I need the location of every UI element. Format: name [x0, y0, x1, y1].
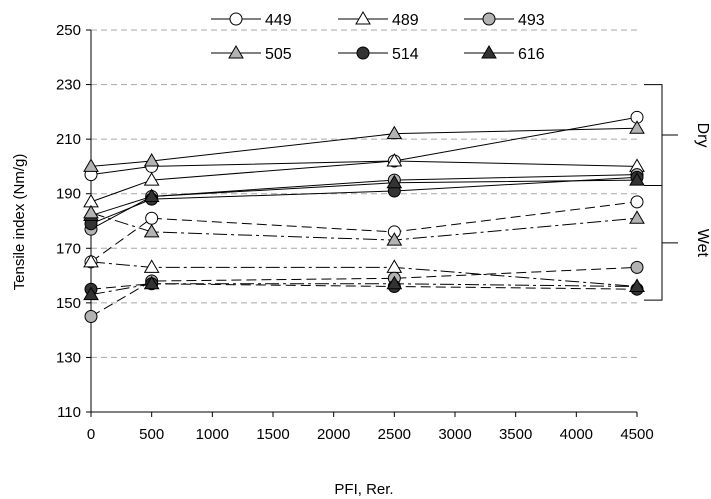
y-tick-label: 190 [56, 186, 81, 203]
gridlines [91, 29, 637, 358]
data-point-wet-616 [386, 275, 403, 290]
legend-label-514: 514 [392, 46, 419, 63]
data-point-dry-505 [143, 152, 160, 167]
x-tick-label: 1500 [256, 426, 289, 443]
data-point-dry-489 [143, 172, 160, 186]
data-point-dry-616 [629, 172, 645, 186]
series-line-wet-514 [90, 283, 638, 290]
legend-marker-616 [481, 45, 497, 59]
y-tick-label: 250 [56, 22, 81, 39]
series-line-dry-493 [90, 174, 638, 230]
data-point-wet-616 [143, 275, 160, 290]
data-point-wet-489 [386, 259, 403, 273]
data-point-dry-505 [386, 125, 403, 140]
legend-label-493: 493 [518, 12, 545, 29]
series-line-wet-489 [90, 261, 638, 287]
data-point-dry-616 [386, 174, 403, 189]
legend-marker-493 [482, 12, 496, 26]
data-point-wet-505 [83, 204, 99, 219]
y-tick-label: 150 [56, 295, 81, 312]
legend-marker-505 [228, 45, 244, 59]
data-point-dry-505 [83, 158, 99, 172]
legend-label-489: 489 [392, 12, 419, 29]
legend-label-505: 505 [265, 46, 292, 63]
data-markers [83, 110, 645, 323]
series-line-wet-493 [90, 266, 638, 317]
group-brackets: Dry Wet [644, 84, 711, 301]
series-line-wet-449 [90, 201, 638, 263]
data-point-wet-505 [143, 223, 160, 238]
data-point-wet-449 [145, 211, 159, 225]
series-line-dry-489 [90, 160, 638, 203]
data-point-wet-493 [630, 260, 644, 274]
legend: 449 489 493 505 514 616 [211, 11, 545, 63]
x-tick-label: 500 [139, 426, 164, 443]
x-tick-label: 2000 [317, 426, 350, 443]
data-point-wet-505 [629, 210, 645, 224]
group-label-dry: Dry [694, 123, 711, 148]
data-point-wet-489 [143, 259, 160, 273]
data-point-wet-616 [629, 278, 645, 292]
series-line-wet-616 [90, 283, 638, 296]
series-line-dry-505 [90, 127, 638, 167]
data-point-dry-616 [143, 188, 160, 202]
legend-label-449: 449 [265, 12, 292, 29]
data-point-dry-489 [386, 152, 403, 167]
data-point-wet-616 [83, 286, 99, 301]
data-point-wet-449 [630, 195, 644, 209]
y-tick-label: 130 [56, 349, 81, 366]
y-tick-label: 210 [56, 131, 81, 148]
data-point-wet-505 [386, 232, 403, 246]
x-tick-label: 3000 [438, 426, 471, 443]
x-tick-label: 4500 [620, 426, 653, 443]
x-axis-title: PFI, Rer. [334, 481, 393, 498]
bracket-dry [644, 84, 678, 187]
legend-marker-489 [355, 11, 371, 25]
x-tick-label: 4000 [560, 426, 593, 443]
series-line-dry-616 [90, 179, 638, 217]
series-line-dry-449 [90, 116, 638, 176]
bracket-wet [644, 185, 678, 301]
y-tick-label: 110 [57, 404, 81, 421]
data-point-dry-505 [629, 120, 645, 134]
y-tick-label: 230 [56, 77, 81, 94]
y-tick-label: 170 [56, 240, 81, 257]
x-tick-label: 3500 [499, 426, 532, 443]
x-tick-label: 2500 [378, 426, 411, 443]
legend-marker-449 [229, 12, 243, 26]
x-tick-label: 0 [87, 426, 95, 443]
data-point-wet-489 [83, 253, 99, 268]
data-point-wet-493 [84, 310, 98, 323]
series-line-dry-514 [90, 176, 638, 225]
legend-label-616: 616 [518, 46, 545, 63]
data-series [90, 116, 638, 317]
axes [90, 30, 637, 413]
y-axis-title: Tensile index (Nm/g) [11, 154, 28, 291]
group-label-wet: Wet [694, 229, 711, 258]
series-line-wet-505 [90, 212, 638, 241]
legend-marker-514 [356, 46, 370, 60]
x-tick-label: 1000 [196, 426, 229, 443]
